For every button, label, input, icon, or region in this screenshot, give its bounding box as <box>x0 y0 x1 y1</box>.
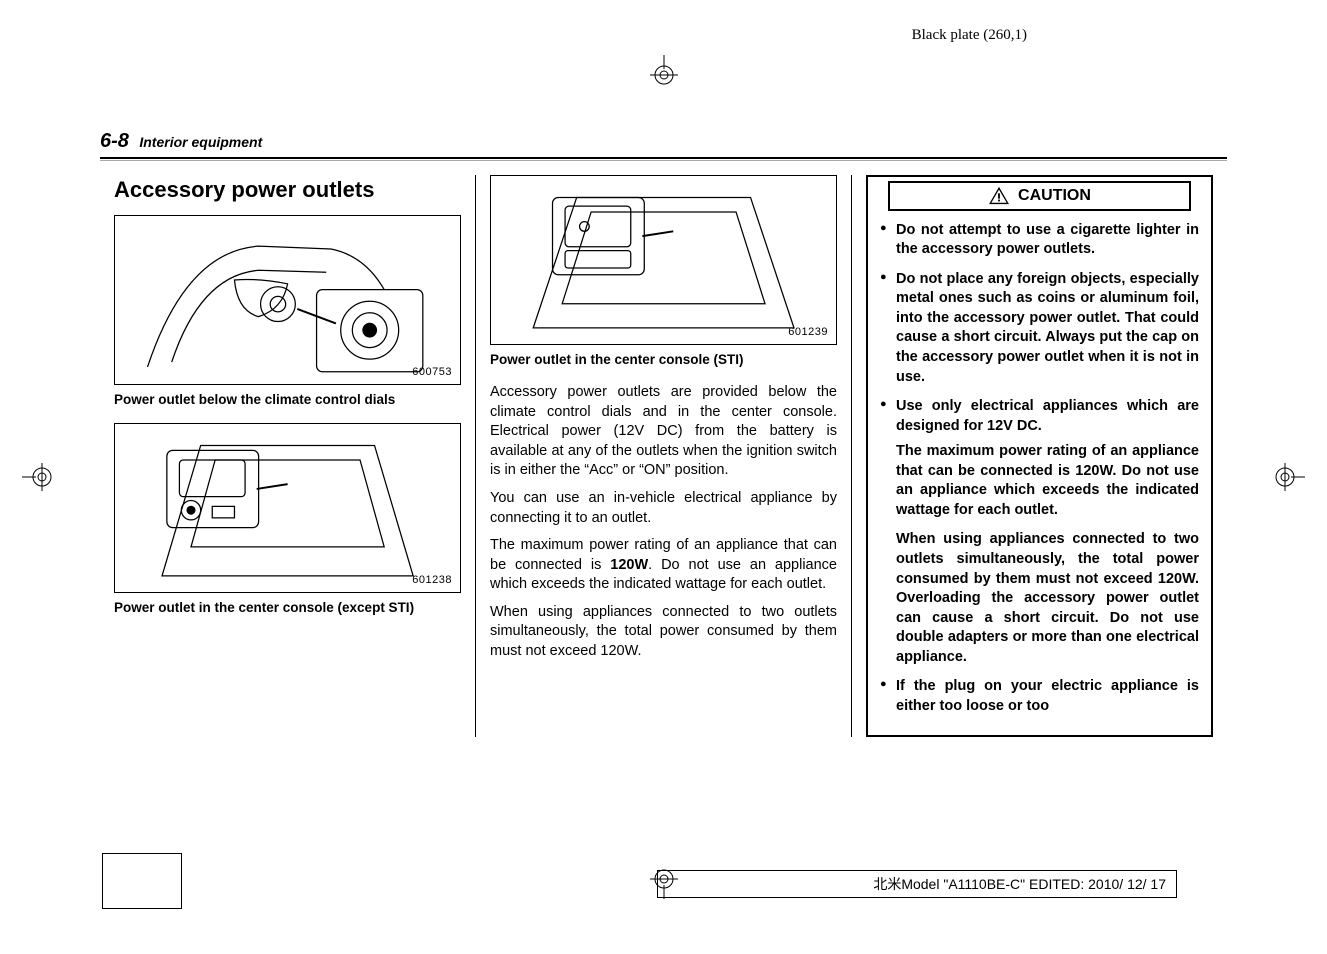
section-label: Interior equipment <box>139 134 262 150</box>
body-paragraph: When using appliances connected to two o… <box>490 603 837 662</box>
figure-caption: Power outlet in the center console (exce… <box>114 599 461 617</box>
column-2: 601239 Power outlet in the center consol… <box>490 175 837 662</box>
page-frame: 6-8 Interior equipment Accessory power o… <box>100 130 1227 824</box>
plate-mark: Black plate (260,1) <box>912 27 1027 44</box>
body-paragraph: Accessory power outlets are provided bel… <box>490 383 837 481</box>
header-rule <box>100 157 1227 161</box>
registration-box <box>102 853 182 909</box>
figure-caption: Power outlet below the climate control d… <box>114 391 461 409</box>
warning-icon <box>988 186 1010 205</box>
figure-number: 601239 <box>788 325 828 340</box>
figure-console-outlet: 601238 <box>114 423 461 593</box>
caution-heading: CAUTION <box>888 181 1191 211</box>
caution-label: CAUTION <box>1018 185 1091 207</box>
figure-caption: Power outlet in the center console (STI) <box>490 351 837 369</box>
running-head: 6-8 Interior equipment <box>100 130 1227 153</box>
caution-subpara: When using appliances connected to two o… <box>896 530 1199 667</box>
crop-mark-left <box>22 457 62 497</box>
caution-item: Do not place any foreign objects, especi… <box>880 270 1199 387</box>
crop-mark-top <box>644 55 684 95</box>
body-paragraph: The maximum power rating of an appliance… <box>490 536 837 595</box>
caution-item: If the plug on your electric appliance i… <box>880 677 1199 716</box>
column-1: Accessory power outlets 600753 Power out… <box>114 175 461 617</box>
caution-subpara: The maximum power rating of an appliance… <box>896 442 1199 520</box>
crop-mark-right <box>1265 457 1305 497</box>
figure-dash-outlet: 600753 <box>114 215 461 385</box>
footer-bar: 北米Model "A1110BE-C" EDITED: 2010/ 12/ 17 <box>657 870 1177 898</box>
figure-number: 600753 <box>412 365 452 380</box>
caution-item: Use only electrical appliances which are… <box>880 397 1199 667</box>
column-3: CAUTION Do not attempt to use a cigarett… <box>866 175 1213 737</box>
caution-box: CAUTION Do not attempt to use a cigarett… <box>866 175 1213 737</box>
caution-item: Do not attempt to use a cigarette lighte… <box>880 221 1199 260</box>
page-title: Accessory power outlets <box>114 175 461 205</box>
figure-console-sti: 601239 <box>490 175 837 345</box>
body-paragraph: You can use an in-vehicle electrical app… <box>490 489 837 528</box>
page-number: 6-8 <box>100 130 129 152</box>
figure-number: 601238 <box>412 573 452 588</box>
